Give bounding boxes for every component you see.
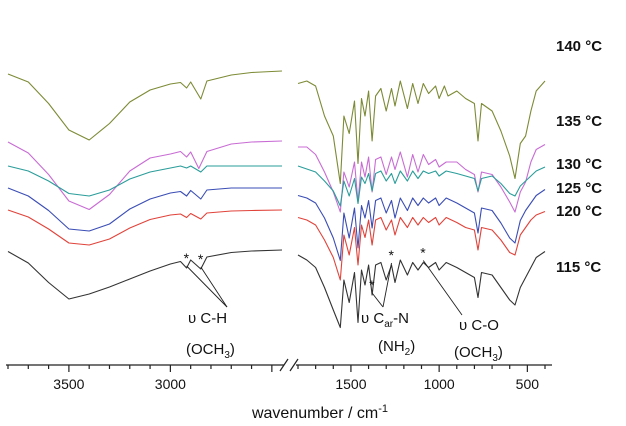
spectrum-120c-segment-1 [7,209,283,246]
annotation-asterisk: * [198,251,204,267]
annotation-leader-line [186,265,228,308]
annotation-asterisk: * [389,247,395,263]
spectrum-125c-segment-2 [297,189,546,262]
annotation-leader-line [371,292,384,308]
spectrum-120c-segment-2 [297,210,546,281]
annotation-co-line2: (OCH3) [454,344,503,364]
x-tick-label-1500: 1500 [335,376,366,392]
annotation-leader-line [200,266,228,308]
spectrum-140c-segment-2 [297,80,546,185]
annotation-carn-line1: υ Car-N [361,310,409,330]
spectrum-115c-segment-1 [7,249,283,300]
annotation-asterisk: * [369,277,375,293]
x-tick-label-500: 500 [516,376,540,392]
x-tick-label-1000: 1000 [424,376,455,392]
series-label-135c: 135 °C [556,113,602,130]
x-axis: 3500 3000 1500 1000 500 [6,358,552,392]
series-label-120c: 120 °C [556,203,602,220]
annotation-co-line1: υ C-O [459,317,499,334]
annotation-ch-line1: υ C-H [188,310,227,327]
annotation-carn-line2: (NH2) [378,338,415,358]
annotation-ch-line2: (OCH3) [186,341,235,361]
annotation-leader-line [382,262,392,308]
annotation-asterisk: * [184,250,190,266]
annotation-leader-line [422,260,463,316]
spectra-layer [7,70,546,329]
spectrum-140c-segment-1 [7,70,283,141]
axis-break-mark-2 [289,358,299,372]
axis-break-mark-1 [279,358,289,372]
series-label-130c: 130 °C [556,156,602,173]
annotation-marks: * * * * * [184,245,463,316]
spectrum-125c-segment-1 [7,187,282,232]
x-axis-title: wavenumber / cm-1 [251,403,388,422]
annotation-asterisk: * [420,245,426,261]
series-label-125c: 125 °C [556,180,602,197]
spectrum-115c-segment-2 [297,251,546,329]
x-tick-label-3500: 3500 [53,376,84,392]
annotation-ch: υ C-H (OCH3) [186,310,235,361]
annotation-carn: υ Car-N (NH2) [361,310,415,358]
series-label-115c: 115 °C [556,259,601,276]
spectrum-130c-segment-2 [297,165,546,207]
annotation-co: υ C-O (OCH3) [454,317,503,364]
x-tick-label-3000: 3000 [155,376,186,392]
spectrum-130c-segment-1 [7,165,282,197]
series-labels: 140 °C 135 °C 130 °C 125 °C 120 °C 115 °C [556,38,602,276]
spectrum-135c-segment-2 [298,144,546,213]
series-label-140c: 140 °C [556,38,602,55]
spectrum-135c-segment-1 [7,140,283,211]
